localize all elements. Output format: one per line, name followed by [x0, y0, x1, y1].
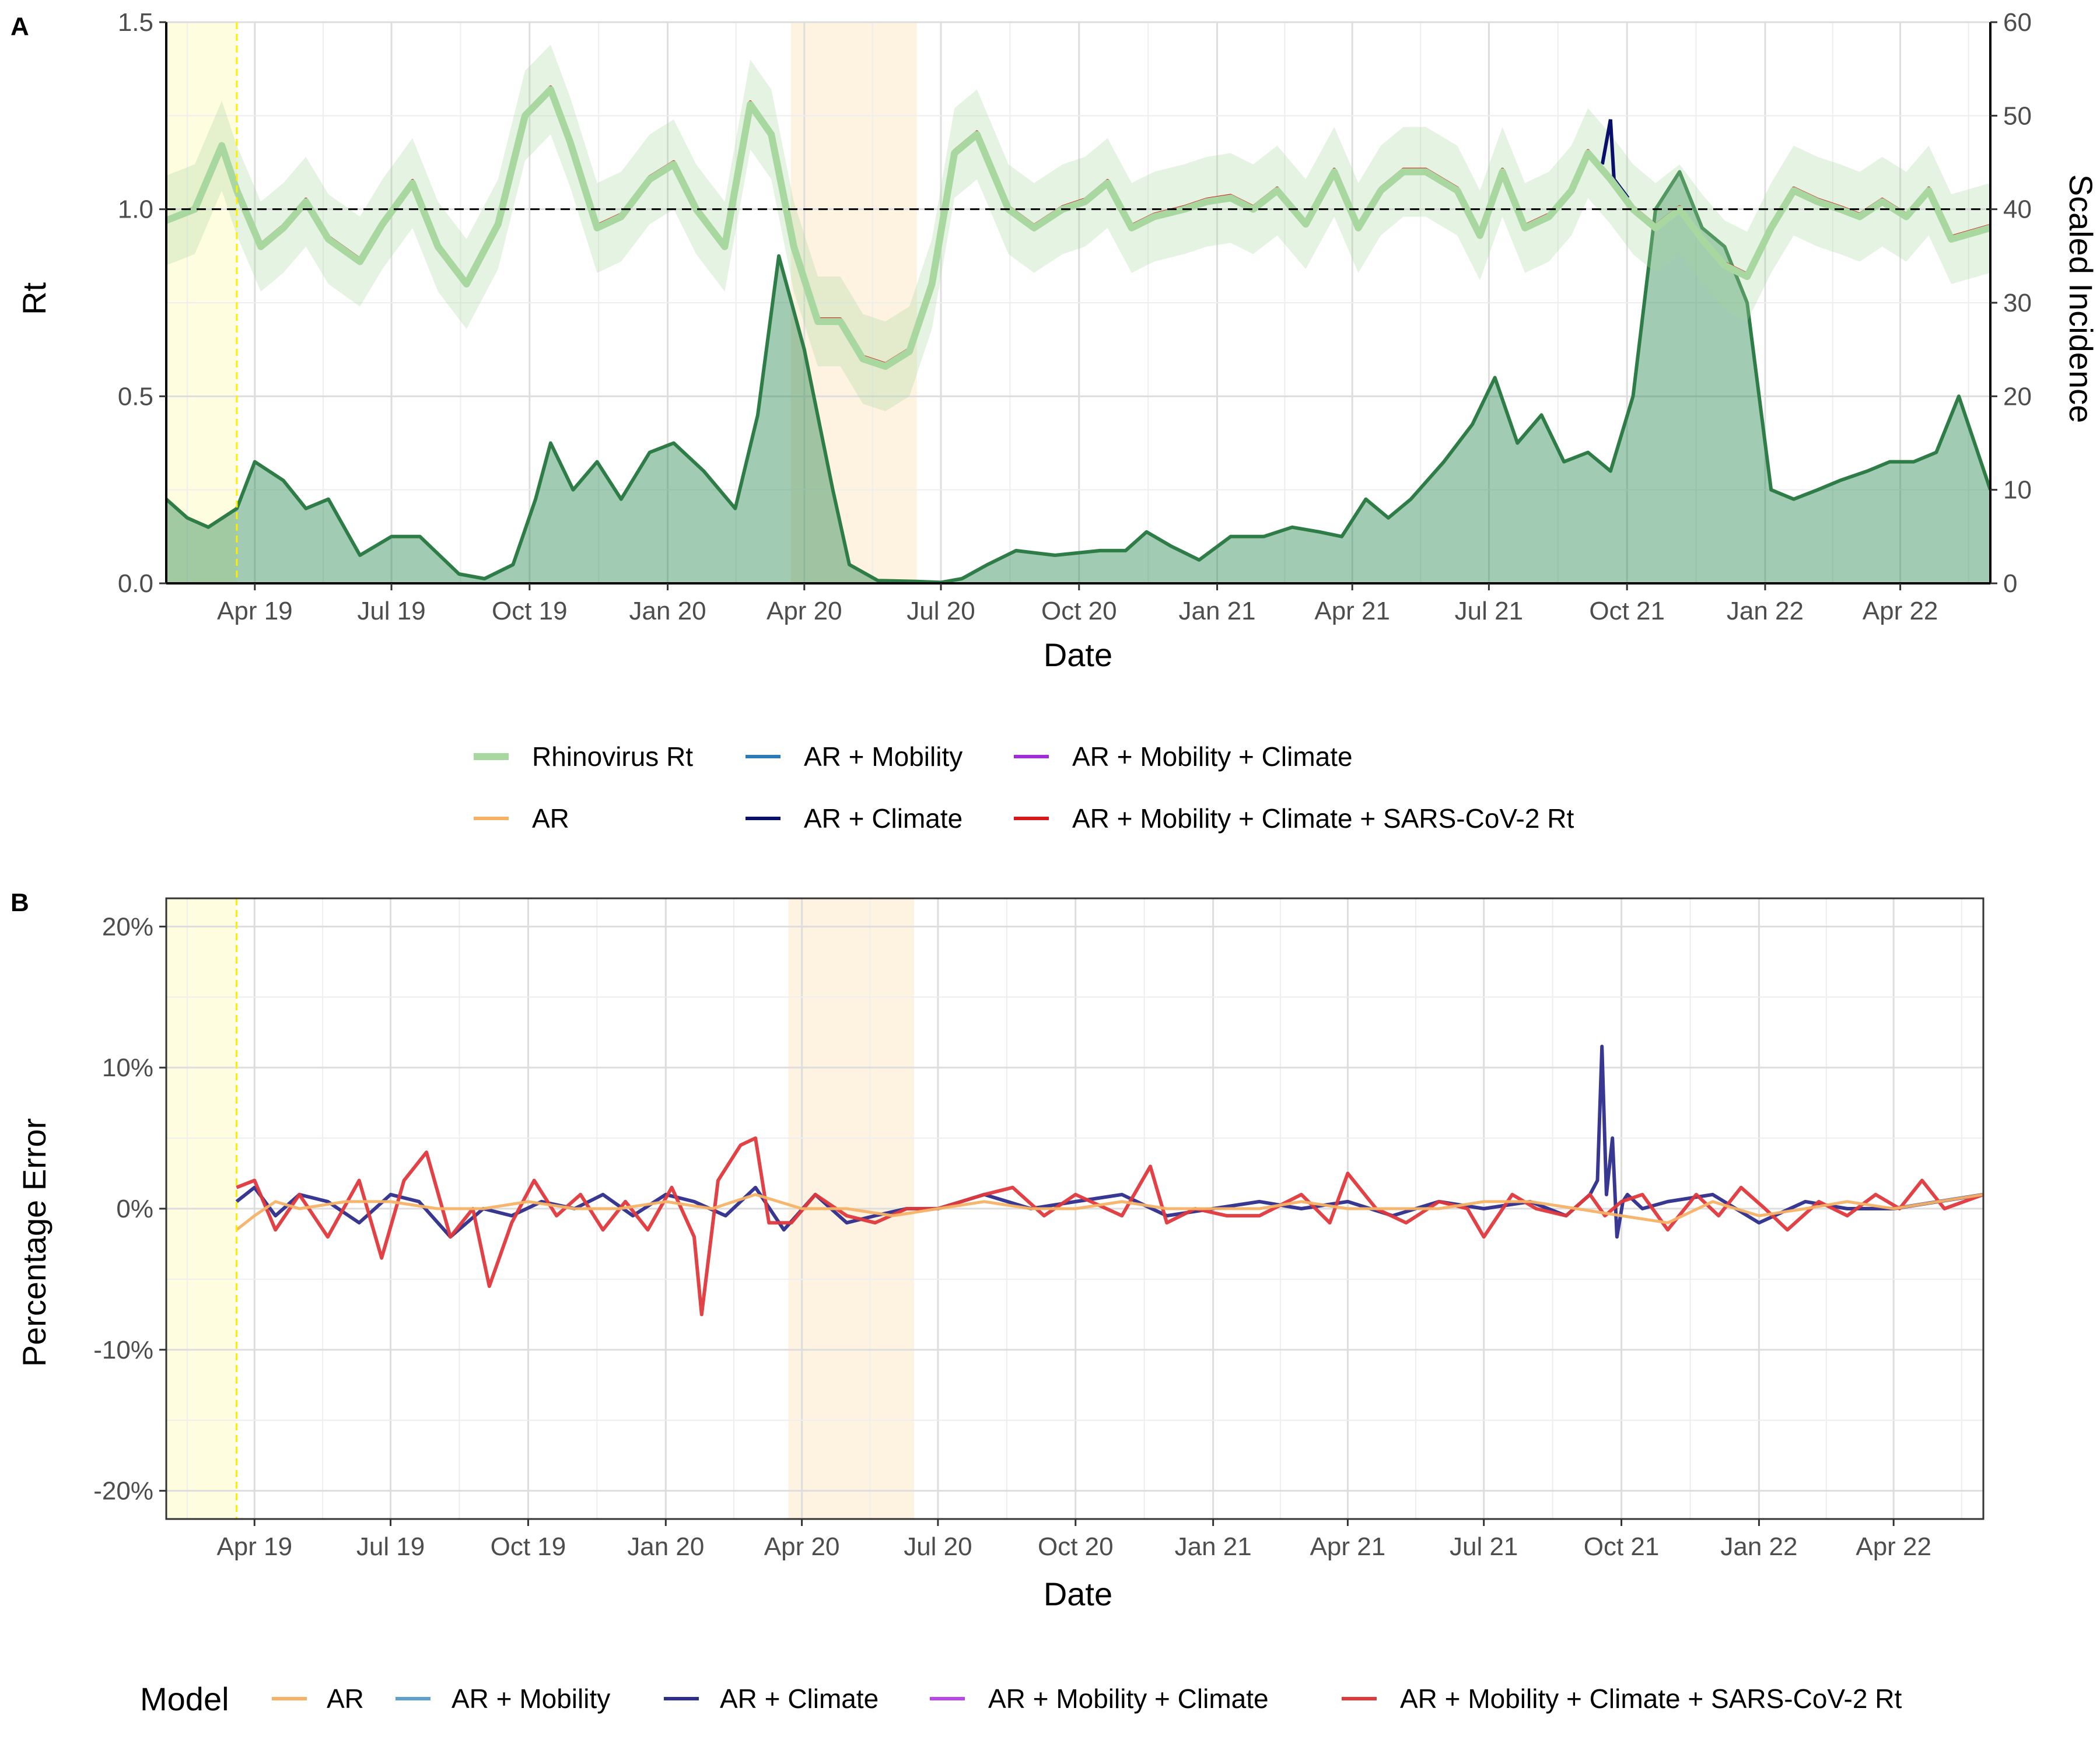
x-tick-label: Oct 20 — [1038, 1532, 1114, 1561]
x-tick-label: Apr 19 — [216, 1532, 292, 1561]
series-line-ar-mobility-climate-sars-cov-2-rt — [236, 1136, 1985, 1317]
legend-label: AR + Mobility + Climate — [988, 1684, 1269, 1714]
x-tick-label: Apr 20 — [766, 597, 842, 625]
legend-label: AR + Mobility + Climate — [1072, 741, 1353, 772]
y2-tick-label: 50 — [2003, 102, 2032, 130]
x-tick-label: Oct 20 — [1041, 597, 1117, 625]
x-tick-label: Jul 21 — [1450, 1532, 1518, 1561]
x-tick-label: Apr 22 — [1863, 597, 1938, 625]
x-tick-label: Jul 21 — [1455, 597, 1523, 625]
series-line-ar-climate — [235, 1044, 1984, 1239]
legend-title: Model — [140, 1681, 229, 1717]
panel-a: A 0.0 0.5 1.0 1.5 0 10 20 30 40 50 60 Apr 19 Jul 19 O… — [10, 8, 2099, 673]
panel-b-ylabel: Percentage Error — [16, 1118, 52, 1367]
incidence-fill — [166, 172, 1990, 583]
y2-tick-label: 10 — [2003, 476, 2032, 505]
incidence-area — [165, 170, 1992, 584]
legend-label: Rhinovirus Rt — [532, 741, 693, 772]
legend-item-ar-mobility-climate-sars: AR + Mobility + Climate + SARS-CoV-2 Rt — [1014, 803, 1574, 834]
panel-a-y2label: Scaled Incidence — [2063, 174, 2099, 424]
legend-item-ar-mobility-climate-sars: AR + Mobility + Climate + SARS-CoV-2 Rt — [1342, 1684, 1902, 1714]
x-tick-label: Apr 22 — [1856, 1532, 1931, 1561]
x-tick-label: Apr 19 — [217, 597, 293, 625]
y-tick-label: -20% — [93, 1477, 153, 1506]
error-lines — [235, 898, 1985, 1519]
y2-tick-label: 20 — [2003, 382, 2032, 411]
x-tick-label: Jan 22 — [1720, 1532, 1797, 1561]
legend-label: AR + Climate — [804, 803, 963, 834]
rt-ci-band — [166, 44, 1990, 411]
panel-b: B -20% -10% 0% 10% 20% Apr 19 Jul 19 Oct 19 Jan … — [10, 888, 1985, 1612]
legend-item-ar-mobility-climate: AR + Mobility + Climate — [1014, 741, 1353, 772]
panel-b-axes: -20% -10% 0% 10% 20% Apr 19 Jul 19 Oct 19 Jan 20… — [93, 897, 1985, 1561]
x-tick-label: Jul 19 — [357, 597, 425, 625]
panel-a-axes: 0.0 0.5 1.0 1.5 0 10 20 30 40 50 60 Apr 19 Jul 19 Oct… — [118, 8, 2032, 625]
legend-item-rhinovirus-rt: Rhinovirus Rt — [474, 741, 693, 772]
legend-label: AR + Mobility + Climate + SARS-CoV-2 Rt — [1400, 1684, 1902, 1714]
panel-b-xlabel: Date — [1044, 1576, 1112, 1612]
legend-item-ar: AR — [272, 1684, 364, 1714]
series-line-ar — [235, 1193, 1984, 1231]
x-tick-label: Jul 19 — [356, 1532, 425, 1561]
panel-a-tag: A — [10, 12, 29, 41]
x-tick-label: Apr 21 — [1310, 1532, 1386, 1561]
panel-a-xlabel: Date — [1044, 636, 1112, 673]
y2-tick-label: 30 — [2003, 289, 2032, 317]
legend-item-ar-mobility: AR + Mobility — [746, 741, 963, 772]
y-tick-label: 1.0 — [118, 195, 153, 224]
panel-a-ylabel: Rt — [16, 282, 52, 315]
y2-tick-label: 60 — [2003, 8, 2032, 37]
x-tick-label: Apr 21 — [1314, 597, 1390, 625]
y-tick-label: 1.5 — [118, 8, 153, 37]
x-tick-label: Oct 21 — [1589, 597, 1665, 625]
y-tick-label: 10% — [102, 1054, 153, 1082]
panel-a-legend: Rhinovirus Rt AR AR + Mobility AR + Clim… — [474, 741, 1574, 834]
x-tick-label: Jul 20 — [904, 1532, 972, 1561]
legend-label: AR — [532, 803, 569, 834]
x-tick-label: Apr 20 — [764, 1532, 840, 1561]
legend-item-ar-climate: AR + Climate — [746, 803, 963, 834]
x-tick-label: Oct 19 — [491, 1532, 566, 1561]
panel-b-tag: B — [10, 888, 29, 917]
x-tick-label: Jan 21 — [1175, 1532, 1252, 1561]
x-tick-label: Oct 21 — [1584, 1532, 1660, 1561]
rt-line — [164, 86, 1992, 370]
x-tick-label: Jan 20 — [629, 597, 706, 625]
y-tick-label: 20% — [102, 912, 153, 941]
x-tick-label: Jul 20 — [907, 597, 975, 625]
rt-lines — [164, 22, 1992, 583]
x-tick-label: Jan 22 — [1727, 597, 1804, 625]
y-tick-label: -10% — [93, 1336, 153, 1364]
legend-label: AR + Mobility + Climate + SARS-CoV-2 Rt — [1072, 803, 1574, 834]
incidence-line — [165, 170, 1992, 584]
legend-label: AR + Mobility — [804, 741, 963, 772]
legend-item-ar: AR — [474, 803, 569, 834]
legend-label: AR + Mobility — [452, 1684, 610, 1714]
legend-item-ar-climate: AR + Climate — [664, 1684, 878, 1714]
x-tick-label: Jan 20 — [627, 1532, 704, 1561]
x-tick-label: Oct 19 — [492, 597, 568, 625]
legend-item-ar-mobility: AR + Mobility — [396, 1684, 610, 1714]
y-tick-label: 0% — [116, 1195, 153, 1223]
legend-label: AR — [327, 1684, 364, 1714]
x-tick-label: Jan 21 — [1179, 597, 1256, 625]
y2-tick-label: 0 — [2003, 569, 2017, 598]
y-tick-label: 0.0 — [118, 569, 153, 598]
legend-label: AR + Climate — [720, 1684, 878, 1714]
panel-b-legend: Model AR AR + Mobility AR + Climate AR +… — [140, 1681, 1902, 1717]
legend-item-ar-mobility-climate: AR + Mobility + Climate — [930, 1684, 1269, 1714]
y-tick-label: 0.5 — [118, 382, 153, 411]
y2-tick-label: 40 — [2003, 195, 2032, 224]
